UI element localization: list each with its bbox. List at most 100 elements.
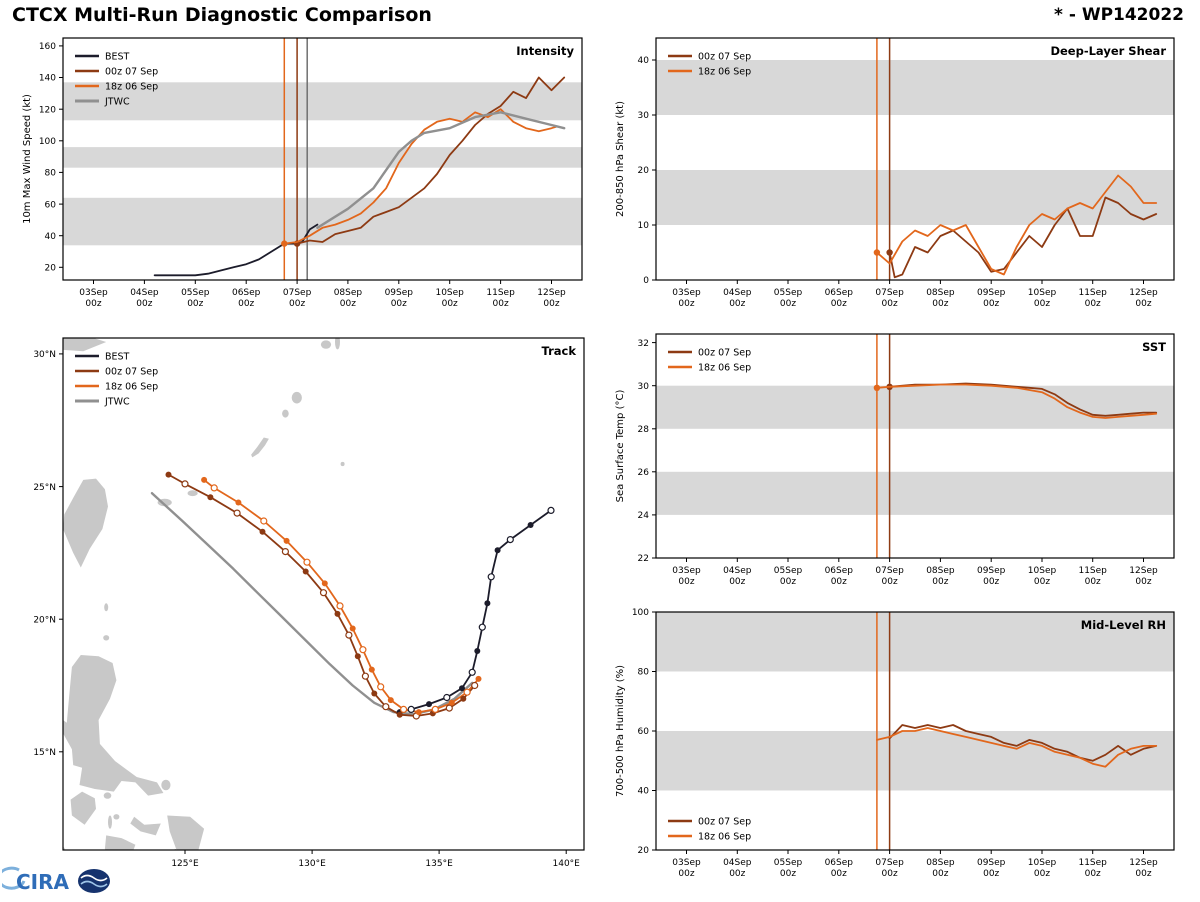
svg-text:60: 60 [638,727,650,737]
svg-text:05Sep: 05Sep [774,858,803,868]
svg-text:00z 07 Sep: 00z 07 Sep [698,817,751,828]
svg-text:15°N: 15°N [33,748,56,758]
svg-text:Intensity: Intensity [516,44,574,58]
svg-text:00z: 00z [1034,299,1050,309]
svg-text:00z: 00z [882,869,898,879]
svg-text:00z 07 Sep: 00z 07 Sep [698,52,751,63]
svg-text:00z: 00z [1135,299,1151,309]
svg-text:Deep-Layer Shear: Deep-Layer Shear [1050,44,1166,58]
svg-text:18z 06 Sep: 18z 06 Sep [698,67,751,78]
svg-text:11Sep: 11Sep [486,288,515,298]
mid-level-rh-chart: 03Sep00z04Sep00z05Sep00z06Sep00z07Sep00z… [615,608,1175,879]
svg-text:80: 80 [45,169,57,179]
svg-text:60: 60 [45,200,57,210]
svg-text:10Sep: 10Sep [1028,858,1057,868]
svg-text:140: 140 [39,74,56,84]
svg-text:03Sep: 03Sep [672,858,701,868]
sst-chart: 03Sep00z04Sep00z05Sep00z06Sep00z07Sep00z… [615,333,1175,587]
svg-text:100: 100 [39,137,56,147]
svg-text:03Sep: 03Sep [79,288,108,298]
svg-text:00z: 00z [831,577,847,587]
svg-text:09Sep: 09Sep [977,288,1006,298]
svg-text:00z: 00z [729,299,745,309]
svg-text:Sea Surface Temp (°C): Sea Surface Temp (°C) [615,390,626,503]
svg-text:00z: 00z [983,299,999,309]
svg-text:00z: 00z [932,577,948,587]
svg-text:80: 80 [638,668,650,678]
svg-text:00z 07 Sep: 00z 07 Sep [698,348,751,359]
svg-text:00z: 00z [391,299,407,309]
svg-text:0: 0 [643,276,649,286]
svg-text:SST: SST [1142,340,1166,354]
svg-text:05Sep: 05Sep [181,288,210,298]
svg-text:00z: 00z [187,299,203,309]
svg-text:08Sep: 08Sep [926,566,955,576]
svg-text:30°N: 30°N [33,350,56,360]
svg-text:00z: 00z [1085,299,1101,309]
svg-text:00z 07 Sep: 00z 07 Sep [105,367,158,378]
svg-text:18z 06 Sep: 18z 06 Sep [698,832,751,843]
svg-text:00z: 00z [1034,577,1050,587]
svg-text:00z: 00z [543,299,559,309]
deep-layer-shear-chart: 03Sep00z04Sep00z05Sep00z06Sep00z07Sep00z… [615,37,1175,309]
svg-text:00z: 00z [678,869,694,879]
svg-text:00z: 00z [983,577,999,587]
svg-text:00z: 00z [831,299,847,309]
svg-text:100: 100 [632,608,649,618]
svg-text:30: 30 [638,111,650,121]
svg-text:07Sep: 07Sep [875,288,904,298]
svg-text:24: 24 [638,511,650,521]
svg-text:00z: 00z [831,869,847,879]
svg-text:00z 07 Sep: 00z 07 Sep [105,67,158,78]
svg-text:18z 06 Sep: 18z 06 Sep [698,363,751,374]
svg-text:04Sep: 04Sep [130,288,159,298]
svg-text:00z: 00z [289,299,305,309]
svg-text:04Sep: 04Sep [723,858,752,868]
header: CTCX Multi-Run Diagnostic Comparison * -… [0,0,1200,28]
svg-text:00z: 00z [932,299,948,309]
cira-logo: CIRA [0,864,162,902]
svg-text:40: 40 [638,56,650,66]
svg-text:20: 20 [638,166,650,176]
svg-text:11Sep: 11Sep [1078,288,1107,298]
svg-text:06Sep: 06Sep [825,566,854,576]
svg-text:25°N: 25°N [33,483,56,493]
svg-text:00z: 00z [678,299,694,309]
svg-text:07Sep: 07Sep [875,566,904,576]
svg-text:40: 40 [45,232,57,242]
svg-text:10Sep: 10Sep [1028,288,1057,298]
svg-text:28: 28 [638,425,650,435]
svg-text:07Sep: 07Sep [875,858,904,868]
svg-text:135°E: 135°E [425,859,453,869]
svg-text:120: 120 [39,105,56,115]
svg-text:12Sep: 12Sep [1129,566,1158,576]
svg-text:12Sep: 12Sep [1129,858,1158,868]
svg-text:00z: 00z [780,577,796,587]
svg-text:00z: 00z [1034,869,1050,879]
svg-text:Mid-Level RH: Mid-Level RH [1081,618,1166,632]
svg-text:05Sep: 05Sep [774,288,803,298]
svg-text:20: 20 [638,846,650,856]
svg-text:11Sep: 11Sep [1078,858,1107,868]
svg-text:160: 160 [39,42,56,52]
svg-text:00z: 00z [678,577,694,587]
cira-swirl-icon [0,866,26,890]
svg-text:26: 26 [638,468,650,478]
svg-text:130°E: 130°E [298,859,326,869]
svg-text:00z: 00z [882,577,898,587]
svg-text:08Sep: 08Sep [334,288,363,298]
svg-text:09Sep: 09Sep [385,288,414,298]
svg-text:06Sep: 06Sep [232,288,261,298]
svg-text:JTWC: JTWC [104,397,130,408]
svg-text:10Sep: 10Sep [435,288,464,298]
svg-text:BEST: BEST [105,352,130,363]
svg-text:10: 10 [638,221,650,231]
svg-text:00z: 00z [442,299,458,309]
svg-text:00z: 00z [780,869,796,879]
svg-text:10Sep: 10Sep [1028,566,1057,576]
svg-text:00z: 00z [1135,869,1151,879]
svg-text:00z: 00z [238,299,254,309]
svg-text:00z: 00z [882,299,898,309]
svg-text:03Sep: 03Sep [672,288,701,298]
svg-text:JTWC: JTWC [104,97,130,108]
